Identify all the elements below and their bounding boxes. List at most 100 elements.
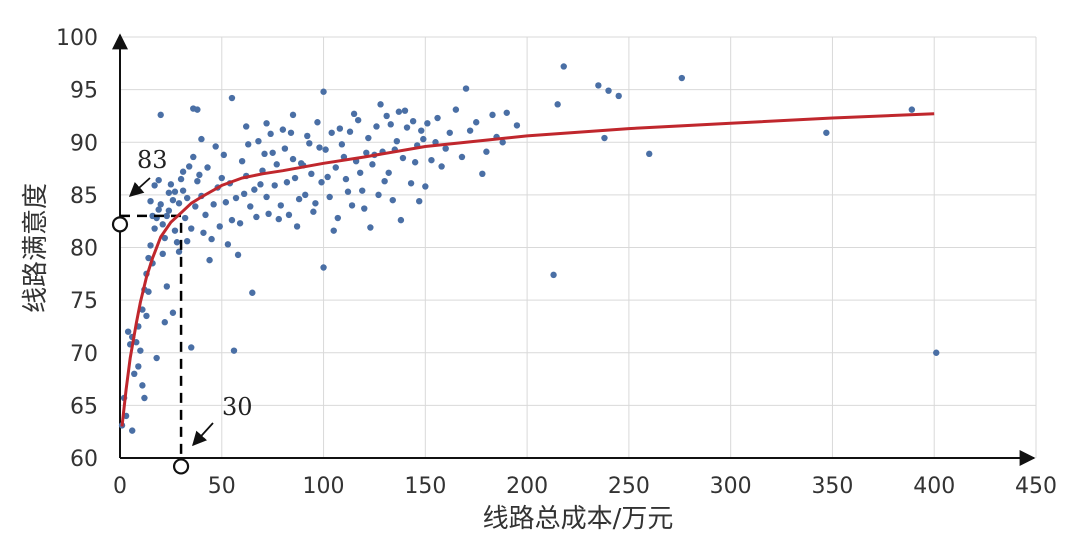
data-point [129,427,136,434]
data-point [171,227,179,234]
data-point [196,171,203,179]
data-point [605,87,612,94]
data-point [177,175,185,183]
data-point [367,224,374,231]
data-point [163,283,171,290]
data-point [326,193,333,201]
data-point [503,109,510,116]
data-point [473,119,480,126]
data-point [601,134,608,142]
data-point [147,242,154,249]
data-point [159,221,166,228]
data-point [363,149,370,156]
data-point [381,177,388,185]
y-tick-label: 80 [70,237,98,262]
data-point [334,214,342,222]
data-point [411,159,419,166]
data-point [407,180,415,187]
data-point [230,347,238,354]
data-point [273,161,280,168]
annotations: 83 30 [128,146,253,447]
data-point [306,140,313,147]
x-marker-circle [172,458,190,475]
data-point [232,194,240,202]
data-point [377,101,384,108]
data-point [275,215,282,223]
data-point [165,189,173,196]
data-point [155,176,162,184]
data-point [190,105,197,112]
x-tick-label: 150 [404,474,446,499]
data-point [210,201,217,208]
data-point [293,223,301,230]
x-tick-labels: 0 50 100 150 200 250 300 350 400 450 [113,474,1057,499]
data-point [295,195,303,203]
data-point [179,187,187,194]
data-point [249,289,256,296]
data-point [401,107,409,114]
data-point [287,129,295,136]
annotation-arrow [128,177,151,197]
axes [112,33,1036,466]
data-point [312,200,319,207]
data-point [145,254,152,262]
y-tick-labels: 60 65 70 75 80 85 90 95 100 [56,26,98,472]
data-point [446,129,453,136]
data-point [157,111,164,119]
data-point [615,92,622,100]
data-point [240,190,248,198]
data-point [489,111,496,119]
data-point [479,170,486,178]
data-point [350,110,358,118]
guide-dashed-line [120,214,183,458]
data-point [466,127,474,134]
data-point [458,153,466,161]
data-point [165,207,173,214]
data-point [173,239,181,246]
data-point [218,174,225,182]
data-point [179,168,187,175]
data-point [359,187,366,194]
data-point [137,347,144,354]
data-point [238,157,246,165]
data-point [342,175,350,183]
data-point [139,382,146,389]
data-point [678,74,686,82]
data-point [595,82,602,89]
data-point [192,203,199,210]
data-point [155,206,162,213]
data-point [143,312,150,320]
data-point [281,145,289,152]
data-point [330,227,337,234]
data-point [159,250,166,258]
data-point [263,193,270,201]
data-point [308,170,315,178]
data-point [560,63,567,70]
data-point [318,179,325,186]
data-point [283,179,291,186]
data-point [422,183,429,190]
data-point [356,169,364,176]
data-point [255,137,262,145]
data-point [147,197,154,205]
x-tick-label: 0 [113,474,127,499]
data-point [279,126,287,133]
data-point [420,135,427,143]
data-point [135,363,142,370]
data-point [228,94,236,102]
y-tick-label: 95 [70,79,98,104]
data-point [399,154,407,162]
data-point [823,129,830,136]
x-tick-label: 250 [608,474,650,499]
data-point [200,229,207,236]
data-point [416,197,423,205]
y-tick-label: 70 [70,342,98,367]
data-point [204,164,211,171]
data-point [236,220,244,227]
data-point [263,120,270,127]
data-point [499,139,506,146]
data-point [161,234,168,242]
data-point [483,148,490,155]
data-point [183,237,191,245]
data-point [291,174,299,182]
